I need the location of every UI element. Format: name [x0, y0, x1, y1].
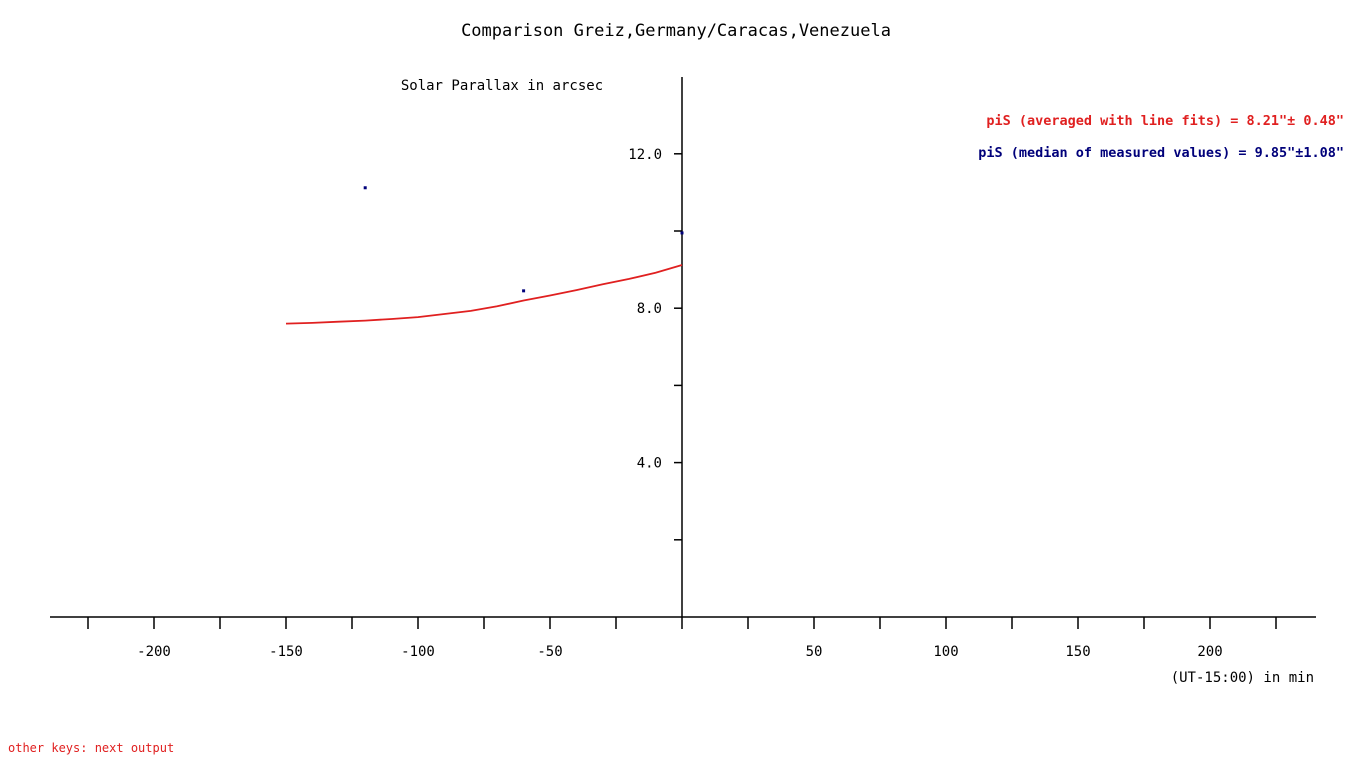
- x-axis-label: (UT-15:00) in min: [1171, 670, 1314, 686]
- x-tick-label: -100: [401, 644, 435, 660]
- x-tick-label: 100: [933, 644, 958, 660]
- x-tick-label: 200: [1197, 644, 1222, 660]
- x-tick-label: -50: [537, 644, 562, 660]
- data-point-median: [680, 231, 684, 235]
- y-axis-label: Solar Parallax in arcsec: [401, 78, 603, 94]
- x-tick-label: -150: [269, 644, 303, 660]
- annotation-median: piS (median of measured values) = 9.85"±…: [978, 145, 1344, 161]
- x-tick-label: 50: [806, 644, 823, 660]
- series-line-averaged: [285, 264, 683, 325]
- footer-hint: other keys: next output: [8, 741, 175, 755]
- data-point-median: [522, 289, 526, 293]
- annotation-averaged: piS (averaged with line fits) = 8.21"± 0…: [986, 113, 1344, 129]
- x-tick-label: 150: [1065, 644, 1090, 660]
- y-tick-label: 8.0: [637, 301, 662, 317]
- y-tick-label: 12.0: [628, 147, 662, 163]
- chart-title: Comparison Greiz,Germany/Caracas,Venezue…: [461, 21, 891, 41]
- data-point-median: [363, 186, 367, 190]
- y-tick-label: 4.0: [637, 456, 662, 472]
- x-tick-label: -200: [137, 644, 171, 660]
